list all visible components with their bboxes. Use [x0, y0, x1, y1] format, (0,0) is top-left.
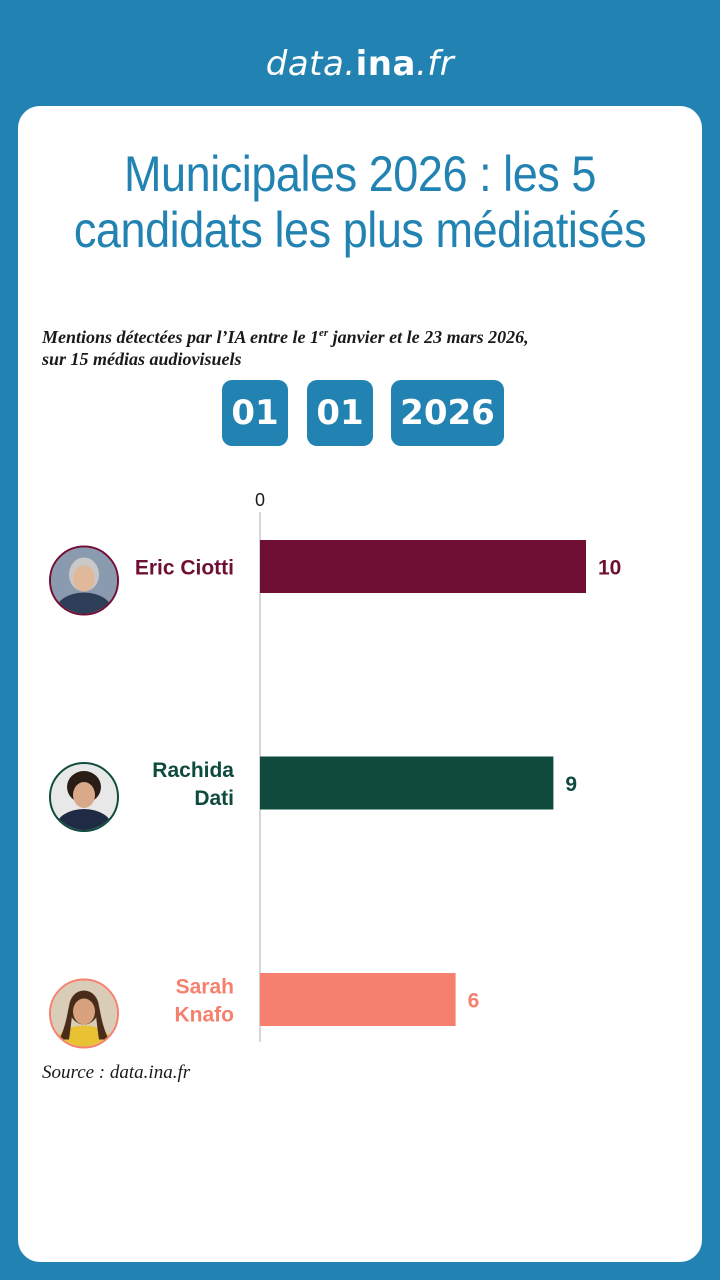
avatar-eric-ciotti-icon [49, 545, 119, 616]
subtitle-line-2: sur 15 médias audiovisuels [42, 349, 242, 369]
title-line-2: candidats les plus médiatisés [73, 202, 647, 258]
bar-2 [260, 973, 456, 1026]
value-label: 10 [598, 557, 621, 580]
avatar-sarah-knafo-icon [49, 978, 119, 1049]
content-card [18, 106, 702, 1262]
subtitle-pre: Mentions détectées par l’IA entre le 1 [42, 327, 319, 347]
page-title: Municipales 2026 : les 5 candidats les p… [36, 146, 684, 258]
date-month: 01 [307, 380, 373, 446]
bar-0 [260, 540, 586, 593]
date-day: 01 [222, 380, 288, 446]
source-note: Source : data.ina.fr [42, 1062, 191, 1083]
subtitle-post: janvier et le 23 mars 2026, [328, 327, 529, 347]
brand-pre: data. [265, 44, 356, 84]
brand-mid: ina [355, 44, 416, 84]
date-year: 2026 [391, 380, 504, 446]
value-label: 6 [468, 990, 480, 1013]
bar-1 [260, 756, 554, 810]
chart-subtitle: Mentions détectées par l’IA entre le 1er… [42, 322, 682, 370]
tick-label: 0 [255, 490, 265, 510]
subtitle-sup: er [318, 327, 329, 339]
category-label: Knafo [175, 1004, 235, 1027]
brand-post: .fr [415, 44, 455, 84]
category-label: Dati [194, 787, 234, 810]
value-label: 9 [565, 773, 577, 796]
avatar-rachida-dati-icon [49, 762, 119, 832]
date-display: 01 01 2026 [0, 380, 720, 446]
category-label: Rachida [152, 759, 234, 782]
brand-logo: data.ina.fr [0, 44, 720, 84]
title-line-1: Municipales 2026 : les 5 [124, 146, 596, 202]
category-label: Sarah [176, 976, 234, 999]
category-label: Eric Ciotti [135, 557, 234, 580]
